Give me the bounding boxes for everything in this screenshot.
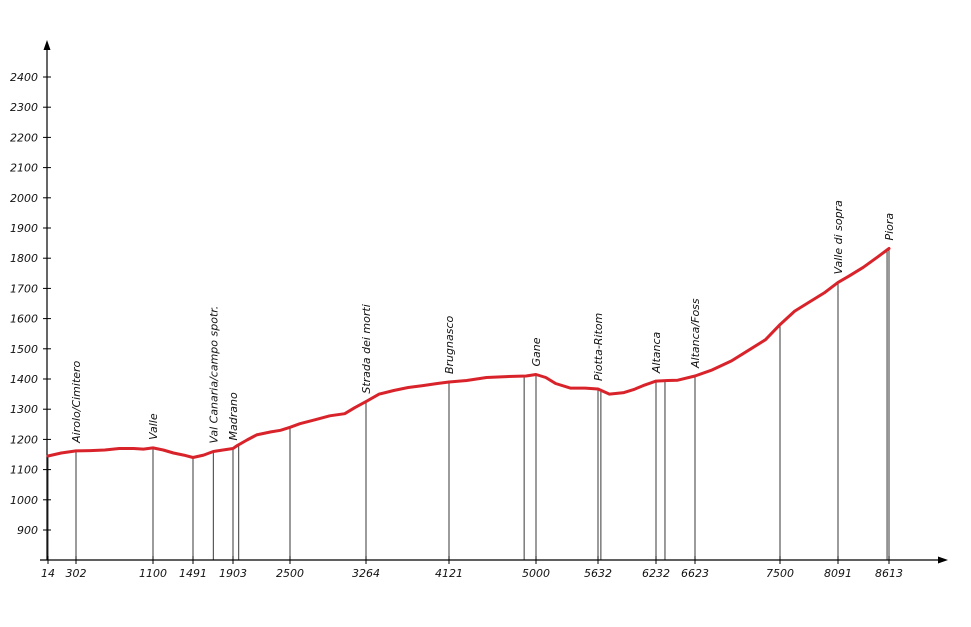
y-axis-ticks: 900 1000 1100 1200 1300 1400 1500 1600 1700 1800 1…: [10, 71, 51, 537]
x-tick-label: 3264: [352, 567, 380, 580]
y-tick-label: 1100: [10, 464, 38, 477]
x-tick-label: 2500: [276, 567, 304, 580]
y-tick-label: 2300: [10, 101, 38, 114]
y-tick-label: 2400: [10, 71, 38, 84]
x-tick-label: 1100: [139, 567, 167, 580]
x-tick-label: 6623: [681, 567, 709, 580]
x-tick-label: 4121: [435, 567, 463, 580]
x-axis-arrow-icon: [938, 556, 948, 564]
x-tick-label: 6232: [642, 567, 670, 580]
station-labels: Airolo/Cimitero Valle Val Canaria/campo sp…: [70, 200, 896, 444]
y-tick-label: 1600: [10, 313, 38, 326]
y-tick-label: 2200: [10, 131, 38, 144]
x-tick-label: 8613: [875, 567, 903, 580]
station-label: Madrano: [227, 392, 240, 440]
x-tick-label: 7500: [766, 567, 794, 580]
x-tick-label: 5000: [522, 567, 550, 580]
station-label: Valle di sopra: [832, 200, 845, 274]
x-tick-label: 8091: [824, 567, 852, 580]
axes: [40, 40, 948, 564]
y-tick-label: 1400: [10, 373, 38, 386]
y-tick-label: 2100: [10, 162, 38, 175]
station-label: Gane: [530, 337, 543, 366]
vertical-drop-lines: [47, 248, 890, 560]
station-label: Piora: [883, 213, 896, 241]
y-tick-label: 1700: [10, 282, 38, 295]
elevation-line: [46, 247, 891, 459]
y-axis-arrow-icon: [43, 40, 51, 50]
y-tick-label: 1500: [10, 343, 38, 356]
y-tick-label: 900: [17, 524, 38, 537]
station-label: Valle: [147, 413, 160, 440]
station-label: Airolo/Cimitero: [70, 360, 83, 443]
y-tick-label: 1900: [10, 222, 38, 235]
y-tick-label: 1300: [10, 403, 38, 416]
x-tick-label: 1903: [219, 567, 247, 580]
x-tick-label: 14: [41, 567, 55, 580]
station-label: Altanca: [650, 331, 663, 374]
y-tick-label: 1200: [10, 433, 38, 446]
station-label: Piotta-Ritom: [592, 313, 605, 381]
x-axis-ticks: 14 302 1100 1491 1903 2500 3264 4121 5000 5632 623…: [41, 556, 903, 580]
station-label: Val Canaria/campo spotr.: [207, 306, 220, 444]
x-tick-label: 5632: [584, 567, 612, 580]
y-tick-label: 1800: [10, 252, 38, 265]
x-tick-label: 1491: [179, 567, 207, 580]
y-tick-label: 2000: [10, 192, 38, 205]
y-tick-label: 1000: [10, 494, 38, 507]
x-tick-label: 302: [66, 567, 87, 580]
station-label: Strada dei morti: [360, 304, 373, 393]
station-label: Brugnasco: [443, 316, 456, 375]
station-label: Altanca/Foss: [689, 298, 702, 369]
